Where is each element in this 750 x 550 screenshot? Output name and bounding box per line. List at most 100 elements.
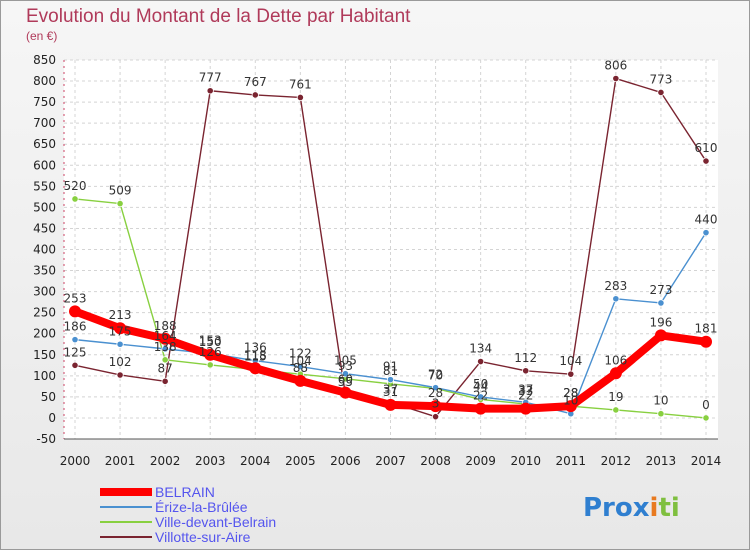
data-point <box>519 402 532 415</box>
data-point <box>294 374 307 387</box>
data-label: 153 <box>199 334 222 348</box>
data-labels: 125 102 87 777 767 761 55 37 3 134 112 104 806 773 610… <box>64 59 718 412</box>
data-label: 164 <box>154 329 177 343</box>
data-label: 70 <box>428 368 443 382</box>
data-point <box>654 329 667 342</box>
data-label: 104 <box>559 354 582 368</box>
x-tick-label: 2014 <box>691 454 722 468</box>
data-point <box>116 199 124 208</box>
data-label: 767 <box>244 75 267 89</box>
data-label: 22 <box>473 389 488 403</box>
data-label: 273 <box>649 283 672 297</box>
data-point <box>296 362 304 371</box>
x-tick-label: 2010 <box>510 454 541 468</box>
y-tick-label: 750 <box>33 95 56 109</box>
data-label: 50 <box>473 377 488 391</box>
x-tick-label: 2004 <box>240 454 271 468</box>
data-point <box>339 386 352 399</box>
legend-label: Villotte-sur-Aire <box>155 529 251 545</box>
data-point <box>657 410 665 418</box>
data-label: 10 <box>653 394 668 408</box>
data-label: 150 <box>199 335 222 349</box>
y-tick-label: 600 <box>33 158 56 172</box>
data-point <box>71 195 79 203</box>
data-point <box>567 370 575 378</box>
x-tick-label: 2003 <box>195 454 226 468</box>
x-tick-label: 2008 <box>420 454 451 468</box>
data-point <box>161 345 169 353</box>
y-tick-label: 450 <box>33 221 56 235</box>
data-label: 28 <box>563 386 578 400</box>
data-point <box>249 362 262 375</box>
data-label: 28 <box>563 386 578 400</box>
series-layer <box>69 74 712 422</box>
legend-label: Érize-la-Brûlée <box>155 499 248 515</box>
y-tick-label: 850 <box>33 53 56 67</box>
data-point <box>206 87 214 95</box>
data-label: 188 <box>154 319 177 333</box>
data-point <box>522 367 530 375</box>
data-point <box>657 299 665 307</box>
data-label: 186 <box>64 320 87 334</box>
data-label: 44 <box>473 379 488 393</box>
y-tick-label: 150 <box>33 348 56 362</box>
data-point <box>702 414 710 422</box>
data-point <box>431 384 440 392</box>
data-label: 283 <box>604 279 627 293</box>
data-point <box>657 88 665 97</box>
data-point <box>204 348 217 361</box>
data-label: 806 <box>604 59 627 73</box>
data-label: 118 <box>244 348 267 362</box>
y-tick-label: 200 <box>33 327 56 341</box>
data-label: 126 <box>199 345 222 359</box>
data-label: 520 <box>64 179 87 193</box>
data-point <box>477 393 485 401</box>
data-point <box>341 370 350 378</box>
axes: -500501001502002503003504004505005506006… <box>33 53 721 468</box>
data-label: 112 <box>514 351 537 365</box>
data-point <box>161 356 169 364</box>
y-tick-label: 50 <box>41 390 56 404</box>
data-point <box>71 361 79 369</box>
y-tick-label: 550 <box>33 179 56 193</box>
y-tick-label: 300 <box>33 285 56 299</box>
data-label: 55 <box>338 375 353 389</box>
data-point <box>159 332 172 345</box>
data-label: 60 <box>338 373 353 387</box>
data-point <box>384 398 397 411</box>
data-point <box>251 91 259 99</box>
data-label: 19 <box>608 390 623 404</box>
data-label: 253 <box>64 291 87 305</box>
x-tick-label: 2012 <box>601 454 632 468</box>
data-point <box>431 413 440 421</box>
y-tick-label: 250 <box>33 306 56 320</box>
data-point <box>429 400 442 413</box>
data-label: 87 <box>158 361 173 375</box>
x-tick-label: 2011 <box>556 454 587 468</box>
data-label: 88 <box>293 361 308 375</box>
data-label: 81 <box>383 364 398 378</box>
x-tick-label: 2013 <box>646 454 677 468</box>
chart-title: Evolution du Montant de la Dette par Hab… <box>26 6 411 27</box>
data-label: 37 <box>383 382 398 396</box>
y-tick-label: 350 <box>33 264 56 278</box>
data-point <box>474 402 487 415</box>
data-point <box>296 93 304 102</box>
data-label: 115 <box>244 350 267 364</box>
data-label: 134 <box>469 342 492 356</box>
data-label: 777 <box>199 71 222 85</box>
data-point <box>612 74 620 83</box>
y-tick-label: 650 <box>33 137 56 151</box>
unit-label: (en €) <box>26 29 57 43</box>
y-tick-label: 400 <box>33 243 56 257</box>
data-label: 440 <box>695 213 718 227</box>
x-tick-label: 2009 <box>465 454 496 468</box>
data-label: 3 <box>432 397 440 411</box>
data-label: 122 <box>289 347 312 361</box>
data-label: 136 <box>244 341 267 355</box>
data-label: 213 <box>109 308 132 322</box>
data-label: 761 <box>289 77 312 91</box>
data-label: 125 <box>64 345 87 359</box>
x-tick-label: 2001 <box>105 454 136 468</box>
